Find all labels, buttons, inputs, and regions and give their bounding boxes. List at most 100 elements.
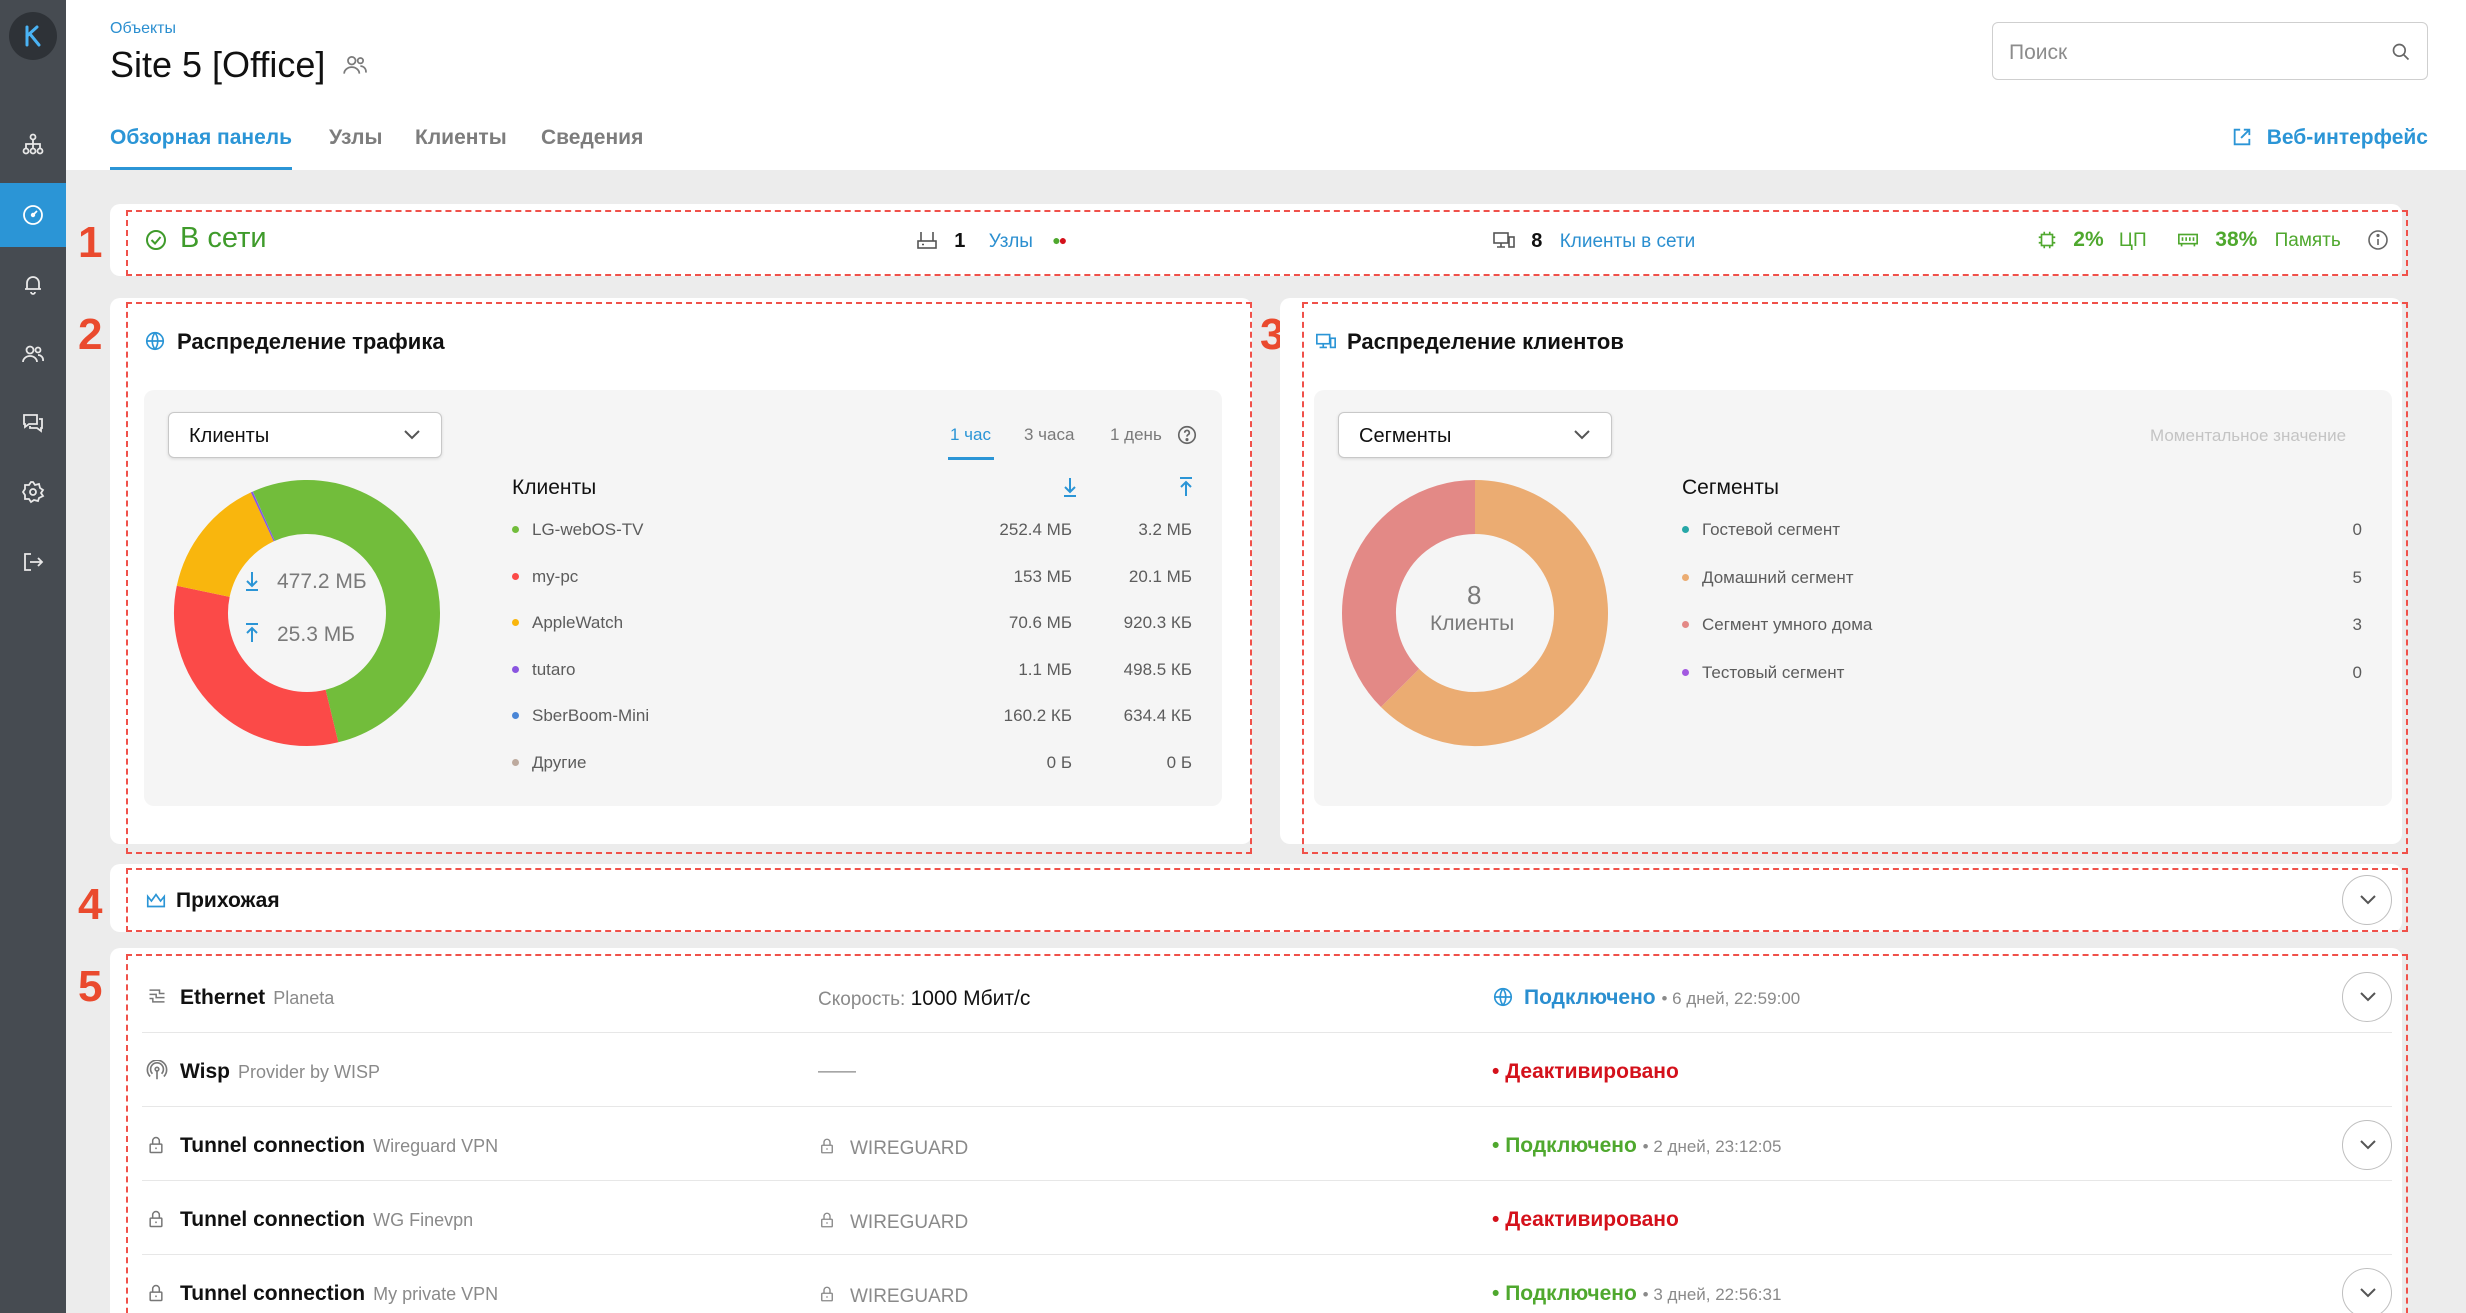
- nav-notifications[interactable]: [0, 252, 66, 316]
- router-icon: [917, 232, 937, 249]
- connection-row[interactable]: Wisp Provider by WISP —— • Деактивировано: [142, 1034, 2392, 1107]
- connection-name: Tunnel connection My private VPN: [180, 1282, 499, 1305]
- client-upload: 3.2 МБ: [1138, 520, 1192, 539]
- web-interface-label: Веб-интерфейс: [2266, 126, 2428, 149]
- marker-4: 4: [78, 880, 103, 929]
- check-circle-icon: [146, 230, 166, 250]
- connection-expand-button[interactable]: [2342, 972, 2392, 1022]
- client-upload: 20.1 МБ: [1128, 566, 1192, 586]
- connection-status: • Подключено • 3 дней, 22:56:31: [1492, 1282, 1782, 1305]
- connection-provider: Planeta: [273, 988, 335, 1008]
- memory-summary: 38% Память: [2176, 228, 2341, 252]
- time-tab-3h[interactable]: 3 часа: [1024, 425, 1075, 444]
- nodes-status-dots: ●●: [1052, 232, 1067, 248]
- legend-dot: [1682, 621, 1689, 628]
- nav-topology[interactable]: [0, 112, 66, 176]
- page-title: Site 5 [Office]: [110, 44, 326, 85]
- connection-provider: My private VPN: [373, 1284, 499, 1304]
- legend-dot: [1682, 573, 1689, 581]
- client-upload: 0 Б: [1166, 752, 1192, 772]
- client-name: SberBoom-Mini: [532, 706, 650, 725]
- time-tab-1d[interactable]: 1 день: [1110, 425, 1162, 444]
- nodes-summary[interactable]: 1 Узлы ●●: [915, 228, 1067, 253]
- help-icon[interactable]: [1176, 424, 1198, 446]
- status-card: [110, 204, 2402, 276]
- hallway-expand-button[interactable]: [2342, 875, 2392, 925]
- marker-5: 5: [78, 962, 103, 1011]
- segment-legend-row: Сегмент умного дома 3: [1682, 615, 2372, 643]
- tunnel-lock-icon: [821, 1286, 833, 1302]
- connection-row[interactable]: Tunnel connection WG Finevpn WIREGUARD • …: [142, 1182, 2392, 1255]
- tab-details[interactable]: Сведения: [541, 126, 644, 149]
- tab-nodes[interactable]: Узлы: [329, 126, 383, 149]
- marker-2: 2: [78, 310, 103, 359]
- info-icon[interactable]: [2366, 228, 2390, 252]
- clients-online-link[interactable]: Клиенты в сети: [1559, 231, 1696, 252]
- clients-count: 8: [1531, 230, 1543, 252]
- logo-icon: [25, 25, 41, 47]
- nav-settings[interactable]: [0, 460, 66, 524]
- connection-provider: WG Finevpn: [373, 1210, 474, 1230]
- highlight-1: [126, 210, 2408, 276]
- connection-provider: Wireguard VPN: [373, 1136, 499, 1156]
- connection-row[interactable]: Ethernet Planeta Скорость: 1000 Мбит/с По…: [142, 960, 2392, 1033]
- traffic-total-up: 25.3 МБ: [277, 623, 355, 646]
- web-interface-link[interactable]: Веб-интерфейс: [2233, 126, 2428, 150]
- client-download: 160.2 КБ: [1003, 706, 1072, 725]
- segments-dropdown[interactable]: Сегменты: [1338, 412, 1612, 458]
- traffic-donut-chart: [174, 480, 440, 746]
- search-icon[interactable]: [2391, 42, 2411, 62]
- donut-slice: [1380, 480, 1608, 746]
- gear-icon: [21, 481, 45, 504]
- segment-name: Домашний сегмент: [1702, 567, 1854, 587]
- segment-name: Тестовый сегмент: [1702, 662, 1845, 682]
- status-online: В сети: [144, 222, 267, 255]
- client-upload: 634.4 КБ: [1123, 706, 1192, 725]
- time-tab-1h[interactable]: 1 час: [950, 425, 991, 444]
- status-online-label: В сети: [180, 222, 267, 254]
- traffic-legend-row: LG-webOS-TV 252.4 МБ 3.2 МБ: [512, 520, 1202, 548]
- connection-row[interactable]: Tunnel connection Wireguard VPN WIREGUARD…: [142, 1108, 2392, 1181]
- donut-slice: [174, 585, 339, 746]
- nav-users[interactable]: [0, 322, 66, 386]
- hallway-title: Прихожая: [176, 889, 280, 912]
- external-link-icon: [2233, 128, 2250, 146]
- tab-overview[interactable]: Обзорная панель: [110, 126, 293, 170]
- logo[interactable]: [9, 12, 57, 60]
- crown-icon: [146, 893, 166, 908]
- connection-row[interactable]: Tunnel connection My private VPN WIREGUAR…: [142, 1256, 2392, 1313]
- memory-icon: [2178, 233, 2198, 247]
- nodes-link[interactable]: Узлы: [988, 231, 1033, 252]
- traffic-legend-row: SberBoom-Mini 160.2 КБ 634.4 КБ: [512, 706, 1202, 734]
- connection-expand-button[interactable]: [2342, 1268, 2392, 1313]
- connection-expand-button[interactable]: [2342, 1120, 2392, 1170]
- connection-name: Tunnel connection WG Finevpn: [180, 1208, 474, 1231]
- connection-speed: Скорость: 1000 Мбит/с: [818, 987, 1031, 1010]
- nav-messages[interactable]: [0, 391, 66, 455]
- connection-type: WIREGUARD: [818, 1209, 968, 1234]
- dashboard-icon: [23, 205, 43, 225]
- nav-logout[interactable]: [0, 530, 66, 594]
- download-icon: [246, 572, 258, 591]
- traffic-dropdown[interactable]: Клиенты: [168, 412, 442, 458]
- chat-icon: [23, 414, 43, 433]
- segment-name: Сегмент умного дома: [1702, 615, 1873, 634]
- client-download: 153 МБ: [1013, 566, 1072, 586]
- segment-legend-row: Тестовый сегмент 0: [1682, 663, 2372, 691]
- segment-legend-row: Домашний сегмент 5: [1682, 568, 2372, 596]
- highlight-3: [1302, 302, 2408, 854]
- connection-name: Tunnel connection Wireguard VPN: [180, 1134, 499, 1157]
- clients-summary[interactable]: 8 Клиенты в сети: [1492, 228, 1695, 253]
- highlight-2: [126, 302, 1252, 854]
- download-column-icon: [1064, 478, 1076, 497]
- client-name: LG-webOS-TV: [532, 520, 644, 539]
- chevron-down-icon: [1574, 430, 1590, 440]
- breadcrumb[interactable]: Объекты: [110, 20, 176, 37]
- users-icon: [343, 56, 367, 74]
- tab-clients[interactable]: Клиенты: [415, 126, 507, 149]
- connection-provider: Provider by WISP: [237, 1062, 381, 1082]
- nav-dashboard[interactable]: [0, 183, 66, 247]
- search-input[interactable]: Поиск: [1992, 22, 2428, 80]
- segment-count: 0: [2352, 662, 2362, 682]
- moment-value-label: Моментальное значение: [2150, 426, 2347, 445]
